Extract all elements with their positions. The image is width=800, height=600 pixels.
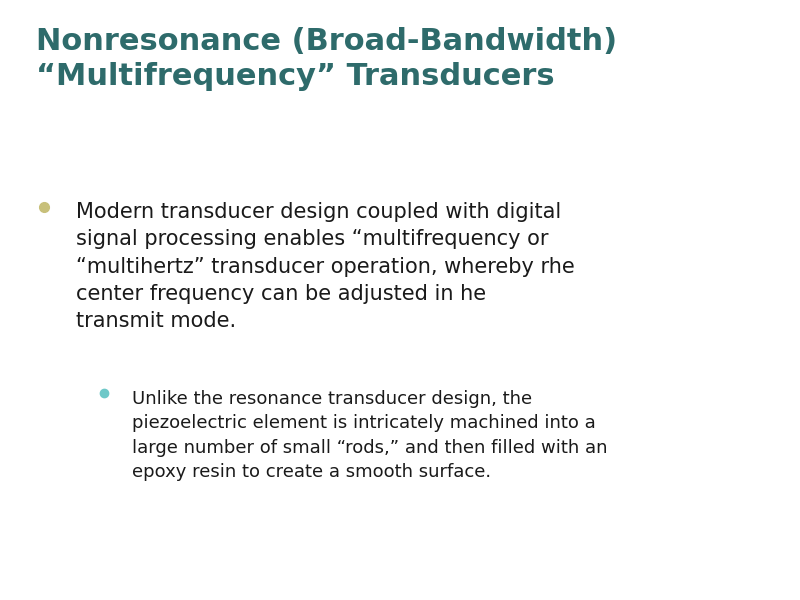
Text: Nonresonance (Broad-Bandwidth)
“Multifrequency” Transducers: Nonresonance (Broad-Bandwidth) “Multifre… <box>36 27 617 91</box>
Text: Unlike the resonance transducer design, the
piezoelectric element is intricately: Unlike the resonance transducer design, … <box>132 390 607 481</box>
Text: Modern transducer design coupled with digital
signal processing enables “multifr: Modern transducer design coupled with di… <box>76 202 574 331</box>
